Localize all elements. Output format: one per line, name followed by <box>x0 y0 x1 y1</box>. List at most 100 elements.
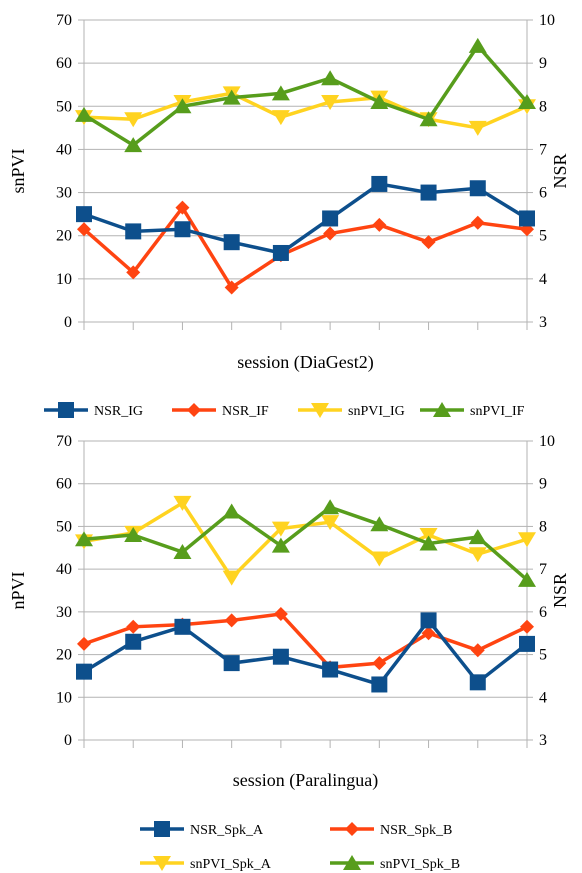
data-point-NSR_Spk_A <box>174 618 191 635</box>
legend-label: NSR_IF <box>222 404 269 419</box>
data-point-snPVI_IF <box>75 106 93 122</box>
data-point-snPVI_Spk_B <box>518 571 536 587</box>
data-point-NSR_IF <box>175 200 190 215</box>
left-tick-label: 40 <box>56 561 72 578</box>
left-tick-label: 50 <box>56 518 72 535</box>
data-point-NSR_Spk_B <box>126 619 141 634</box>
left-tick-label: 30 <box>56 604 72 621</box>
left-tick-label: 0 <box>64 732 72 749</box>
data-point-NSR_Spk_A <box>272 648 289 665</box>
right-tick-label: 5 <box>539 647 547 664</box>
left-tick-label: 20 <box>56 647 72 664</box>
data-point-snPVI_IF <box>271 85 290 101</box>
data-point-snPVI_IF <box>419 111 438 127</box>
data-point-NSR_IF <box>372 217 387 232</box>
data-point-NSR_IG <box>420 184 437 201</box>
left-tick-label: 60 <box>56 476 72 493</box>
data-point-NSR_Spk_A <box>420 612 437 629</box>
x-axis-label: session (DiaGest2) <box>237 352 373 373</box>
left-tick-label: 70 <box>56 433 72 450</box>
data-point-NSR_Spk_B <box>224 613 239 628</box>
data-point-snPVI_IF <box>173 98 192 114</box>
right-tick-label: 7 <box>539 561 547 578</box>
legend-marker <box>433 402 451 417</box>
data-point-snPVI_IG <box>468 120 487 136</box>
legend-item: NSR_IG <box>44 402 143 419</box>
right-tick-label: 10 <box>539 12 555 29</box>
y-axis-label: snPVI <box>8 148 28 193</box>
data-point-snPVI_IF <box>321 70 340 86</box>
legend-label: NSR_Spk_B <box>380 823 452 838</box>
data-point-snPVI_Spk_A <box>173 495 192 511</box>
left-tick-label: 20 <box>56 228 72 245</box>
left-tick-label: 50 <box>56 98 72 115</box>
y-axis-label: nPVI <box>8 571 28 609</box>
legend-marker <box>154 821 170 837</box>
right-tick-label: 3 <box>539 732 547 749</box>
series-line-NSR_Spk_A <box>83 617 529 687</box>
left-tick-label: 40 <box>56 141 72 158</box>
data-point-NSR_Spk_A <box>76 663 92 680</box>
data-point-snPVI_IF <box>124 137 143 153</box>
legend-item: snPVI_IG <box>298 403 405 419</box>
data-point-NSR_Spk_A <box>223 655 240 672</box>
legend-label: NSR_IG <box>94 404 143 419</box>
series-line-snPVI_IF <box>83 43 529 148</box>
legend-label: snPVI_Spk_A <box>190 857 272 872</box>
right-tick-label: 4 <box>539 271 547 288</box>
data-point-NSR_IG <box>322 210 339 227</box>
data-point-snPVI_Spk_A <box>222 570 241 586</box>
data-point-NSR_IF <box>77 222 91 237</box>
data-point-snPVI_Spk_B <box>419 535 438 551</box>
legend-item: NSR_IF <box>172 403 269 419</box>
data-point-NSR_IG <box>469 180 486 197</box>
legend-marker <box>58 402 74 418</box>
right-tick-label: 3 <box>539 314 547 331</box>
right-tick-label: 10 <box>539 433 555 450</box>
data-point-snPVI_Spk_B <box>468 529 487 545</box>
data-point-snPVI_IF <box>370 93 389 109</box>
data-point-NSR_Spk_B <box>273 606 288 621</box>
y-axis-right-label: NSR <box>550 153 570 188</box>
data-point-NSR_IG <box>519 210 535 227</box>
data-point-snPVI_Spk_B <box>370 516 389 532</box>
legend-item: snPVI_IF <box>420 402 525 419</box>
data-point-snPVI_IG <box>124 112 143 128</box>
x-axis-label: session (Paralingua) <box>233 770 378 791</box>
data-point-snPVI_IG <box>271 110 290 126</box>
legend-label: NSR_Spk_A <box>190 823 264 838</box>
data-point-snPVI_Spk_A <box>271 521 290 537</box>
data-point-snPVI_Spk_A <box>321 515 340 531</box>
data-point-NSR_Spk_A <box>125 633 142 650</box>
right-tick-label: 6 <box>539 185 547 202</box>
series-line-snPVI_IG <box>83 91 528 130</box>
data-point-NSR_IF <box>323 226 338 241</box>
data-point-snPVI_Spk_A <box>419 527 438 543</box>
data-point-NSR_IG <box>76 206 92 223</box>
left-tick-label: 10 <box>56 271 72 288</box>
data-point-NSR_Spk_B <box>77 636 91 651</box>
data-point-snPVI_Spk_B <box>222 503 241 519</box>
data-point-NSR_Spk_B <box>372 656 387 671</box>
series-line-NSR_IG <box>83 182 528 255</box>
right-tick-label: 5 <box>539 228 547 245</box>
data-point-NSR_Spk_A <box>322 661 339 678</box>
data-point-NSR_IG <box>125 223 142 240</box>
data-point-snPVI_Spk_B <box>173 544 192 560</box>
data-point-NSR_Spk_A <box>469 674 486 691</box>
legend-item: NSR_Spk_A <box>140 821 264 838</box>
right-tick-label: 9 <box>539 55 547 72</box>
data-point-NSR_Spk_A <box>371 676 388 693</box>
data-point-snPVI_IG <box>321 94 340 110</box>
left-tick-label: 10 <box>56 689 72 706</box>
data-point-NSR_IG <box>223 234 240 251</box>
right-tick-label: 6 <box>539 604 547 621</box>
legend-marker <box>153 856 171 871</box>
left-tick-label: 0 <box>64 314 72 331</box>
legend-marker <box>311 403 329 418</box>
series-line-NSR_IF <box>82 204 528 290</box>
data-point-NSR_Spk_B <box>520 619 534 634</box>
data-point-NSR_Spk_B <box>421 626 436 641</box>
series-line-NSR_Spk_B <box>83 612 528 670</box>
